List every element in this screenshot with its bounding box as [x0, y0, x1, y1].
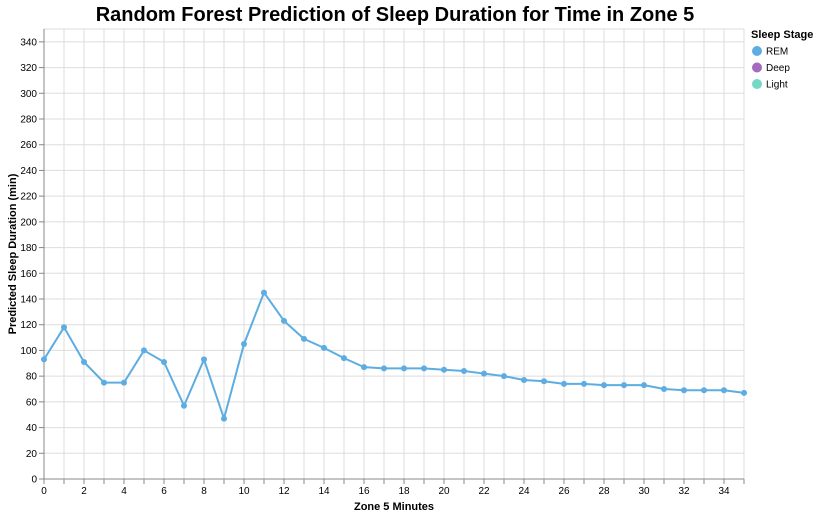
y-tick-label: 0 [31, 475, 37, 486]
legend-swatch-light [752, 79, 762, 89]
data-point[interactable] [181, 402, 187, 409]
data-point[interactable] [161, 359, 167, 365]
x-tick-label: 30 [638, 486, 650, 497]
legend-title: Sleep Stage [751, 29, 813, 41]
data-point[interactable] [81, 359, 87, 365]
legend-swatch-deep [752, 62, 762, 73]
y-tick-label: 180 [20, 243, 37, 254]
x-tick-label: 8 [201, 486, 207, 497]
y-tick-label: 220 [20, 192, 37, 203]
data-point[interactable] [221, 415, 227, 422]
y-tick-label: 320 [20, 63, 37, 74]
series-layer [41, 289, 747, 422]
data-point[interactable] [521, 377, 527, 383]
y-tick-label: 340 [20, 37, 37, 48]
legend-label-light: Light [766, 80, 788, 91]
x-tick-label: 22 [478, 486, 490, 497]
data-point[interactable] [361, 364, 367, 371]
series-line-rem [43, 291, 745, 420]
x-tick-label: 28 [598, 486, 610, 497]
data-point[interactable] [641, 382, 647, 389]
x-tick-label: 4 [121, 486, 127, 497]
legend-swatch-rem [752, 46, 762, 56]
grid [43, 28, 745, 480]
data-point[interactable] [561, 380, 567, 387]
data-point[interactable] [201, 356, 207, 363]
y-tick-label: 80 [26, 372, 38, 383]
data-point[interactable] [401, 365, 407, 372]
y-tick-label: 260 [20, 140, 37, 151]
legend-label-deep: Deep [766, 63, 790, 74]
y-tick-label: 40 [26, 423, 38, 434]
data-point[interactable] [121, 379, 127, 386]
legend-label-rem: REM [766, 47, 788, 58]
y-tick-label: 240 [20, 166, 37, 177]
data-point[interactable] [501, 373, 507, 380]
data-point[interactable] [601, 382, 607, 389]
chart-title: Random Forest Prediction of Sleep Durati… [96, 4, 695, 26]
data-point[interactable] [141, 347, 147, 354]
x-tick-label: 34 [718, 486, 730, 497]
y-tick-label: 300 [20, 89, 37, 100]
y-tick-label: 100 [20, 346, 37, 357]
axes: 0 2 4 6 8 10 12 14 16 18 20 22 24 26 28 30 32 34020406080… [20, 29, 745, 497]
x-tick-label: 18 [398, 486, 410, 497]
y-tick-label: 140 [20, 295, 37, 306]
data-point[interactable] [441, 366, 447, 373]
data-point[interactable] [381, 365, 387, 372]
data-point[interactable] [101, 379, 107, 386]
data-point[interactable] [481, 370, 487, 377]
x-tick-label: 32 [678, 486, 690, 497]
data-point[interactable] [301, 335, 307, 342]
data-point[interactable] [61, 324, 67, 331]
data-point[interactable] [421, 365, 427, 372]
x-tick-label: 16 [358, 486, 370, 497]
data-point[interactable] [681, 387, 687, 394]
x-tick-label: 0 [41, 486, 47, 497]
data-point[interactable] [41, 356, 47, 363]
y-tick-label: 60 [26, 397, 38, 408]
x-tick-label: 26 [558, 486, 570, 497]
x-tick-label: 2 [81, 486, 87, 497]
data-point[interactable] [341, 355, 347, 362]
data-point[interactable] [661, 386, 667, 392]
x-tick-label: 10 [238, 486, 250, 497]
x-tick-label: 14 [318, 486, 330, 497]
y-tick-label: 280 [20, 115, 37, 126]
y-tick-label: 120 [20, 320, 37, 331]
data-point[interactable] [621, 382, 627, 389]
data-point[interactable] [581, 380, 587, 387]
y-tick-label: 200 [20, 217, 37, 228]
y-tick-label: 20 [26, 449, 38, 460]
legend: Sleep Stage REM Deep Light [751, 29, 813, 91]
x-tick-label: 20 [438, 486, 450, 497]
data-point[interactable] [541, 378, 547, 385]
y-axis-title: Predicted Sleep Duration (min) [7, 173, 19, 334]
data-point[interactable] [241, 341, 247, 347]
x-tick-label: 6 [161, 486, 167, 497]
data-point[interactable] [321, 344, 327, 351]
y-tick-label: 160 [20, 269, 37, 280]
x-axis-title: Zone 5 Minutes [354, 501, 434, 513]
data-point[interactable] [461, 368, 467, 374]
data-point[interactable] [261, 289, 267, 296]
x-tick-label: 24 [518, 486, 530, 497]
data-point[interactable] [281, 317, 287, 324]
data-point[interactable] [721, 387, 727, 394]
x-tick-label: 12 [278, 486, 290, 497]
data-point[interactable] [701, 387, 707, 394]
data-point[interactable] [741, 389, 747, 396]
